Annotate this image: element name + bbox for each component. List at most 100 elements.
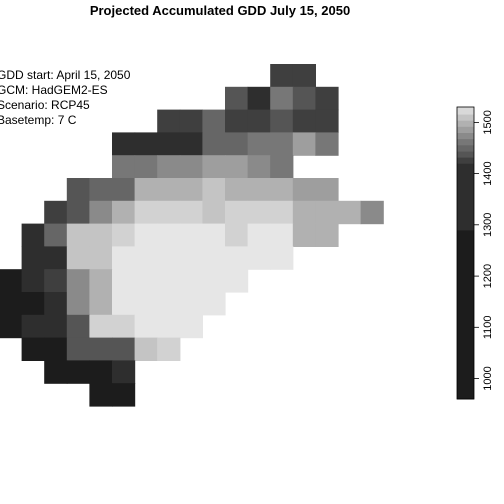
legend-band bbox=[457, 114, 474, 121]
raster-cell bbox=[202, 109, 226, 133]
raster-cell bbox=[157, 246, 181, 270]
legend-band bbox=[457, 138, 474, 146]
raster-cell bbox=[247, 246, 271, 270]
legend-band bbox=[457, 120, 474, 127]
legend-tick-label: 1300 bbox=[482, 213, 494, 237]
raster-cell bbox=[225, 246, 249, 270]
raster-cell bbox=[270, 64, 294, 88]
raster-cell bbox=[315, 178, 339, 202]
raster-cell bbox=[292, 223, 316, 247]
raster-cell bbox=[270, 86, 294, 111]
raster-cell bbox=[89, 178, 113, 202]
raster-cell bbox=[21, 292, 45, 316]
raster-cell bbox=[179, 178, 203, 202]
raster-cell bbox=[112, 155, 136, 179]
raster-cell bbox=[21, 223, 45, 247]
raster-cell bbox=[225, 200, 249, 225]
raster-cell bbox=[89, 314, 113, 339]
raster-cell bbox=[202, 223, 226, 247]
raster-cell bbox=[179, 155, 203, 179]
raster-cell bbox=[179, 132, 203, 156]
raster-cell bbox=[66, 223, 90, 247]
raster-cell bbox=[315, 132, 339, 156]
raster-cell bbox=[112, 269, 136, 293]
legend-tick-label: 1200 bbox=[482, 264, 494, 288]
raster-cell bbox=[315, 109, 339, 133]
raster-cell bbox=[225, 109, 249, 133]
raster-cell bbox=[292, 132, 316, 156]
raster-cell bbox=[89, 383, 113, 407]
annotation-scenario: Scenario: RCP45 bbox=[0, 98, 90, 112]
raster-cell bbox=[44, 337, 68, 361]
legend-band bbox=[457, 132, 474, 140]
raster-cell bbox=[44, 246, 68, 270]
raster-cell bbox=[66, 178, 90, 202]
raster-cell bbox=[112, 246, 136, 270]
raster-cell bbox=[66, 246, 90, 270]
raster-cell bbox=[225, 223, 249, 247]
raster-cell bbox=[134, 200, 158, 225]
raster-cell bbox=[66, 200, 90, 225]
raster-cell bbox=[292, 200, 316, 225]
raster-cell bbox=[44, 314, 68, 339]
raster-cell bbox=[202, 155, 226, 179]
raster-cell bbox=[179, 292, 203, 316]
raster-cell bbox=[66, 337, 90, 361]
raster-cell bbox=[270, 223, 294, 247]
raster-cell bbox=[315, 200, 339, 225]
raster-cell bbox=[134, 178, 158, 202]
raster-cell bbox=[270, 109, 294, 133]
raster-cell bbox=[134, 155, 158, 179]
raster-cell bbox=[66, 360, 90, 384]
raster-cell bbox=[270, 246, 294, 270]
raster-cell bbox=[89, 360, 113, 384]
raster-cell bbox=[202, 246, 226, 270]
legend-tick-label: 1000 bbox=[482, 366, 494, 390]
map-title: Projected Accumulated GDD July 15, 2050 bbox=[89, 3, 351, 18]
raster-cell bbox=[292, 178, 316, 202]
raster-cell bbox=[89, 246, 113, 270]
legend-band bbox=[457, 157, 474, 164]
raster-cell bbox=[270, 178, 294, 202]
raster-cell bbox=[270, 155, 294, 179]
raster-cell bbox=[44, 269, 68, 293]
raster-cell bbox=[112, 337, 136, 361]
raster-cell bbox=[157, 132, 181, 156]
raster-cell bbox=[247, 109, 271, 133]
raster-cell bbox=[112, 178, 136, 202]
raster-cell bbox=[157, 155, 181, 179]
legend-tick-label: 1500 bbox=[482, 110, 494, 134]
raster-cell bbox=[66, 269, 90, 293]
raster-cell bbox=[112, 360, 136, 384]
map-annotations: GDD start: April 15, 2050 GCM: HadGEM2-E… bbox=[0, 68, 130, 128]
raster-cell bbox=[89, 223, 113, 247]
raster-cell bbox=[0, 269, 23, 293]
raster-cell bbox=[247, 200, 271, 225]
raster-cell bbox=[179, 269, 203, 293]
raster-cell bbox=[112, 132, 136, 156]
raster-cell bbox=[202, 178, 226, 202]
legend-tick-label: 1100 bbox=[482, 315, 494, 339]
raster-cell bbox=[157, 292, 181, 316]
raster-cell bbox=[134, 269, 158, 293]
raster-cell bbox=[0, 314, 23, 339]
raster-cell bbox=[134, 292, 158, 316]
raster-cell bbox=[89, 200, 113, 225]
raster-cell bbox=[134, 132, 158, 156]
annotation-basetemp: Basetemp: 7 C bbox=[0, 113, 77, 127]
raster-cell bbox=[292, 109, 316, 133]
legend-band bbox=[457, 229, 474, 400]
raster-cell bbox=[292, 86, 316, 111]
raster-cell bbox=[44, 292, 68, 316]
raster-cell bbox=[202, 292, 226, 316]
raster-cell bbox=[134, 223, 158, 247]
raster-cell bbox=[89, 269, 113, 293]
raster-cell bbox=[112, 200, 136, 225]
raster-cell bbox=[247, 178, 271, 202]
raster-cell bbox=[134, 337, 158, 361]
annotation-gcm: GCM: HadGEM2-ES bbox=[0, 83, 108, 97]
raster-cell bbox=[112, 223, 136, 247]
raster-cell bbox=[202, 200, 226, 225]
raster-cell bbox=[89, 292, 113, 316]
